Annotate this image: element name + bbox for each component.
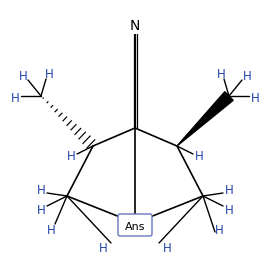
Text: H: H: [243, 69, 251, 82]
Text: H: H: [99, 243, 107, 256]
Text: H: H: [225, 203, 233, 217]
Text: H: H: [37, 185, 45, 197]
FancyBboxPatch shape: [118, 214, 152, 236]
Text: H: H: [67, 149, 75, 163]
Text: H: H: [45, 68, 53, 81]
Text: H: H: [19, 69, 27, 82]
Text: H: H: [217, 68, 225, 81]
Text: H: H: [215, 225, 223, 238]
Text: N: N: [130, 19, 140, 33]
Text: H: H: [11, 92, 19, 105]
Text: H: H: [251, 92, 259, 105]
Polygon shape: [177, 92, 233, 146]
Text: H: H: [47, 225, 55, 238]
Text: Ans: Ans: [125, 222, 145, 232]
Text: H: H: [163, 243, 171, 256]
Text: H: H: [195, 149, 203, 163]
Text: H: H: [225, 185, 233, 197]
Text: H: H: [37, 203, 45, 217]
